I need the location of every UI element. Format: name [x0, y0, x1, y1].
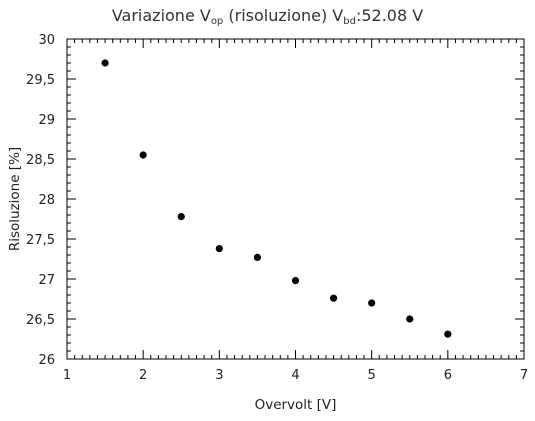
- x-tick-label: 5: [368, 368, 376, 383]
- data-point: [330, 295, 337, 302]
- plot-area-frame: [67, 39, 524, 359]
- y-tick-label: 27,5: [26, 233, 55, 248]
- y-tick-label: 29,5: [26, 73, 55, 88]
- data-point: [178, 213, 185, 220]
- x-tick-label: 4: [291, 368, 299, 383]
- tick-marks: [67, 39, 524, 359]
- data-point: [140, 151, 147, 158]
- y-tick-label: 29: [38, 113, 55, 128]
- x-axis-label: Overvolt [V]: [255, 397, 337, 413]
- y-tick-label: 27: [38, 273, 55, 288]
- y-tick-label: 26,5: [26, 313, 55, 328]
- y-tick-label: 26: [38, 353, 55, 368]
- x-tick-label: 3: [215, 368, 223, 383]
- y-tick-label: 28: [38, 193, 55, 208]
- y-axis-label: Risoluzione [%]: [7, 147, 23, 251]
- data-points: [101, 59, 451, 337]
- y-tick-label: 30: [38, 33, 55, 48]
- tick-labels: 1 2 3 4 5 6 7 26 26,5 27 27,5 28 28,5 29 29,5 30: [26, 33, 528, 383]
- data-point: [292, 277, 299, 284]
- x-tick-label: 1: [63, 368, 71, 383]
- data-point: [444, 331, 451, 338]
- y-tick-label: 28,5: [26, 153, 55, 168]
- data-point: [254, 254, 261, 261]
- x-tick-label: 7: [520, 368, 528, 383]
- data-point: [406, 315, 413, 322]
- x-tick-label: 6: [444, 368, 452, 383]
- data-point: [101, 59, 108, 66]
- data-point: [368, 299, 375, 306]
- x-tick-label: 2: [139, 368, 147, 383]
- data-point: [216, 245, 223, 252]
